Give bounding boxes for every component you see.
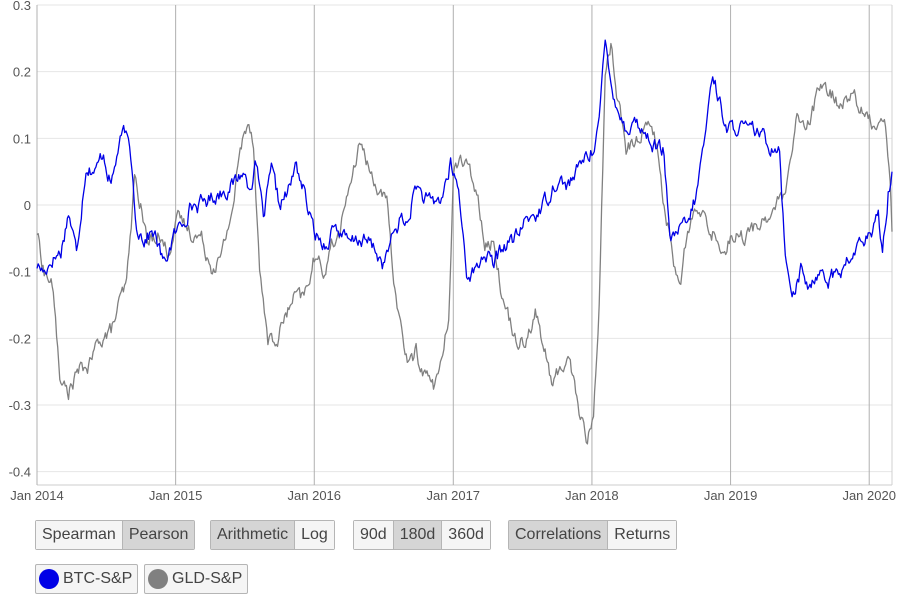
legend-label: BTC-S&P <box>63 570 133 587</box>
y-tick-label: 0 <box>24 198 31 213</box>
y-tick-label: 0.2 <box>13 65 31 80</box>
legend-swatch-icon <box>148 569 168 589</box>
y-axis-tick-labels: 0.3 0.2 0.1 0 -0.1 -0.2 -0.3 -0.4 <box>9 0 31 480</box>
y-tick-label: -0.2 <box>9 331 31 346</box>
method-option-pearson[interactable]: Pearson <box>122 521 195 549</box>
window-option-180d[interactable]: 180d <box>393 521 443 549</box>
correlation-chart: 0.30.20.10-0.1-0.2-0.3-0.4 Jan 2014 Jan 2… <box>9 0 896 503</box>
method-option-spearman[interactable]: Spearman <box>36 521 123 549</box>
series-line-gld-sp <box>36 42 893 445</box>
scale-toggle-group: Arithmetic Log <box>210 520 335 550</box>
legend-swatch-icon <box>39 569 59 589</box>
y-tick-label: -0.3 <box>9 398 31 413</box>
view-toggle-group: Correlations Returns <box>508 520 678 550</box>
scale-option-arithmetic[interactable]: Arithmetic <box>211 521 296 549</box>
y-tick-label: 0.1 <box>13 131 31 146</box>
legend-item-btc-sp[interactable]: BTC-S&P <box>35 564 139 594</box>
method-toggle-group: Spearman Pearson <box>35 520 196 550</box>
series-line-btc-sp <box>36 39 893 298</box>
vertical-gridlines <box>36 5 893 485</box>
view-option-returns[interactable]: Returns <box>608 521 677 549</box>
y-tick-label: 0.3 <box>13 0 31 13</box>
x-tick-label: Jan 2019 <box>704 488 758 503</box>
window-toggle-group: 90d 180d 360d <box>353 520 491 550</box>
x-axis-tick-labels: Jan 2014 Jan 2015 Jan 2016 Jan 2017 Jan 2018… <box>10 488 896 503</box>
horizontal-gridlines <box>37 4 892 486</box>
window-option-90d[interactable]: 90d <box>354 521 394 549</box>
window-option-360d[interactable]: 360d <box>442 521 490 549</box>
x-tick-label: Jan 2018 <box>565 488 619 503</box>
x-tick-label: Jan 2017 <box>427 488 481 503</box>
x-tick-label: Jan 2015 <box>149 488 203 503</box>
scale-option-log[interactable]: Log <box>295 521 334 549</box>
series-lines <box>36 39 893 445</box>
view-option-correlations[interactable]: Correlations <box>509 521 609 549</box>
y-tick-label: -0.4 <box>9 465 31 480</box>
x-tick-label: Jan 2016 <box>288 488 342 503</box>
x-tick-label: Jan 2014 <box>10 488 64 503</box>
x-tick-label: Jan 2020 <box>842 488 896 503</box>
legend-label: GLD-S&P <box>172 570 243 587</box>
legend-item-gld-sp[interactable]: GLD-S&P <box>144 564 249 594</box>
y-tick-label: -0.1 <box>9 265 31 280</box>
